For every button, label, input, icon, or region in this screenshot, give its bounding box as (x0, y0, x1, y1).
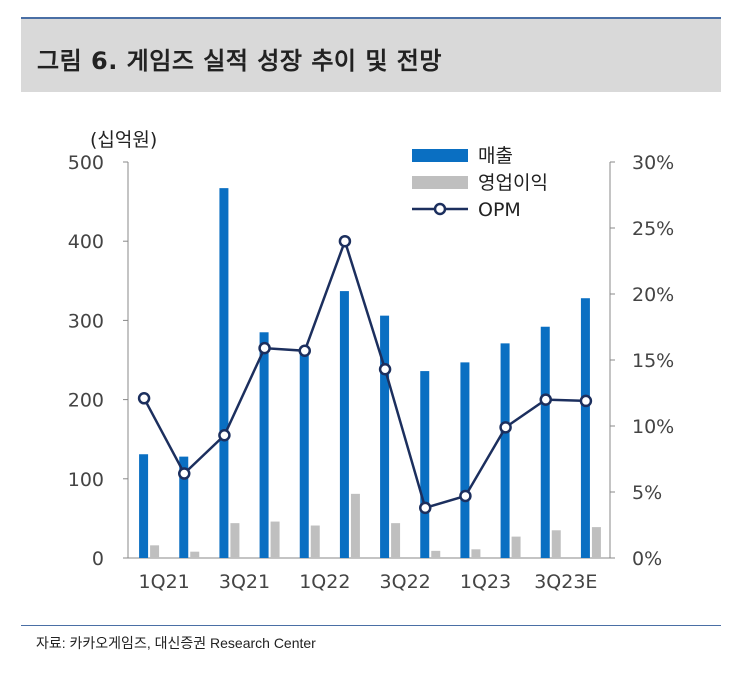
revenue-bar (299, 346, 309, 558)
legend-swatch-revenue (412, 149, 468, 162)
x-tick-label: 3Q22 (380, 571, 431, 593)
opm-point (258, 341, 271, 355)
operating-profit-bar (431, 550, 441, 558)
operating-profit-bar (150, 545, 160, 558)
left-tick-label: 500 (68, 152, 104, 174)
right-tick-label: 15% (632, 350, 674, 372)
legend-label-operating-profit: 영업이익 (478, 172, 548, 194)
legend-swatch-opm-marker (433, 202, 447, 216)
opm-point (539, 393, 552, 406)
left-tick-label: 200 (68, 390, 104, 412)
figure-header: 그림 6. 게임즈 실적 성장 추이 및 전망 (21, 17, 721, 92)
revenue-bar (179, 456, 189, 558)
opm-point (218, 428, 231, 442)
operating-profit-bar (270, 521, 280, 558)
right-tick-label: 20% (632, 284, 674, 306)
operating-profit-bar (551, 530, 561, 558)
opm-point (178, 467, 191, 480)
bars (139, 188, 601, 559)
operating-profit-bar (591, 527, 601, 558)
revenue-bar (219, 188, 229, 559)
left-tick-label: 400 (68, 231, 104, 253)
opm-point (137, 392, 151, 405)
right-tick-label: 25% (632, 218, 674, 240)
figure-title: 그림 6. 게임즈 실적 성장 추이 및 전망 (37, 47, 442, 75)
operating-profit-bar (350, 493, 360, 558)
revenue-bar (380, 315, 390, 558)
operating-profit-bar (471, 549, 481, 558)
legend-label-opm: OPM (478, 199, 521, 221)
revenue-bar (580, 298, 590, 558)
left-tick-label: 100 (68, 469, 104, 491)
opm-point (459, 489, 472, 503)
x-tick-label: 1Q22 (299, 571, 350, 593)
right-tick-label: 30% (632, 152, 674, 174)
operating-profit-bar (230, 523, 240, 558)
opm-line (137, 234, 593, 515)
source-note: 자료: 카카오게임즈, 대신증권 Research Center (36, 635, 316, 651)
x-tick-label: 3Q21 (219, 571, 270, 593)
revenue-opm-chart: (십억원) 0 100 200 300 400 500 0% 5% 10% 15% 20% 25% 30… (68, 129, 675, 593)
legend-swatch-operating-profit (412, 176, 468, 189)
x-tick-label: 1Q23 (460, 571, 511, 593)
opm-point (338, 234, 352, 248)
revenue-bar (460, 362, 470, 558)
opm-point (378, 362, 392, 376)
right-tick-label: 0% (632, 548, 662, 570)
revenue-bar (420, 371, 430, 558)
operating-profit-bar (391, 523, 401, 558)
opm-point (499, 421, 512, 434)
left-tick-label: 300 (68, 310, 104, 332)
opm-point (579, 394, 593, 408)
right-tick-label: 10% (632, 416, 674, 438)
right-tick-label: 5% (632, 482, 662, 504)
revenue-bar (259, 332, 269, 558)
operating-profit-bar (190, 551, 200, 558)
opm-point (419, 501, 432, 515)
left-tick-label: 0 (92, 548, 104, 570)
revenue-bar (500, 343, 510, 558)
opm-line-path (142, 237, 586, 510)
revenue-bar (139, 454, 149, 558)
axes: 0 100 200 300 400 500 0% 5% 10% 15% 20% 25% 30% 1Q21 3… (68, 152, 675, 593)
x-tick-label: 3Q23E (534, 571, 597, 593)
x-tick-label: 1Q21 (139, 571, 190, 593)
footer-divider (21, 625, 721, 626)
operating-profit-bar (511, 536, 521, 558)
operating-profit-bar (310, 525, 320, 558)
revenue-bar (540, 326, 550, 558)
opm-point (298, 344, 311, 358)
revenue-bar (339, 291, 349, 558)
unit-label: (십억원) (90, 129, 157, 151)
legend-label-revenue: 매출 (478, 145, 513, 167)
